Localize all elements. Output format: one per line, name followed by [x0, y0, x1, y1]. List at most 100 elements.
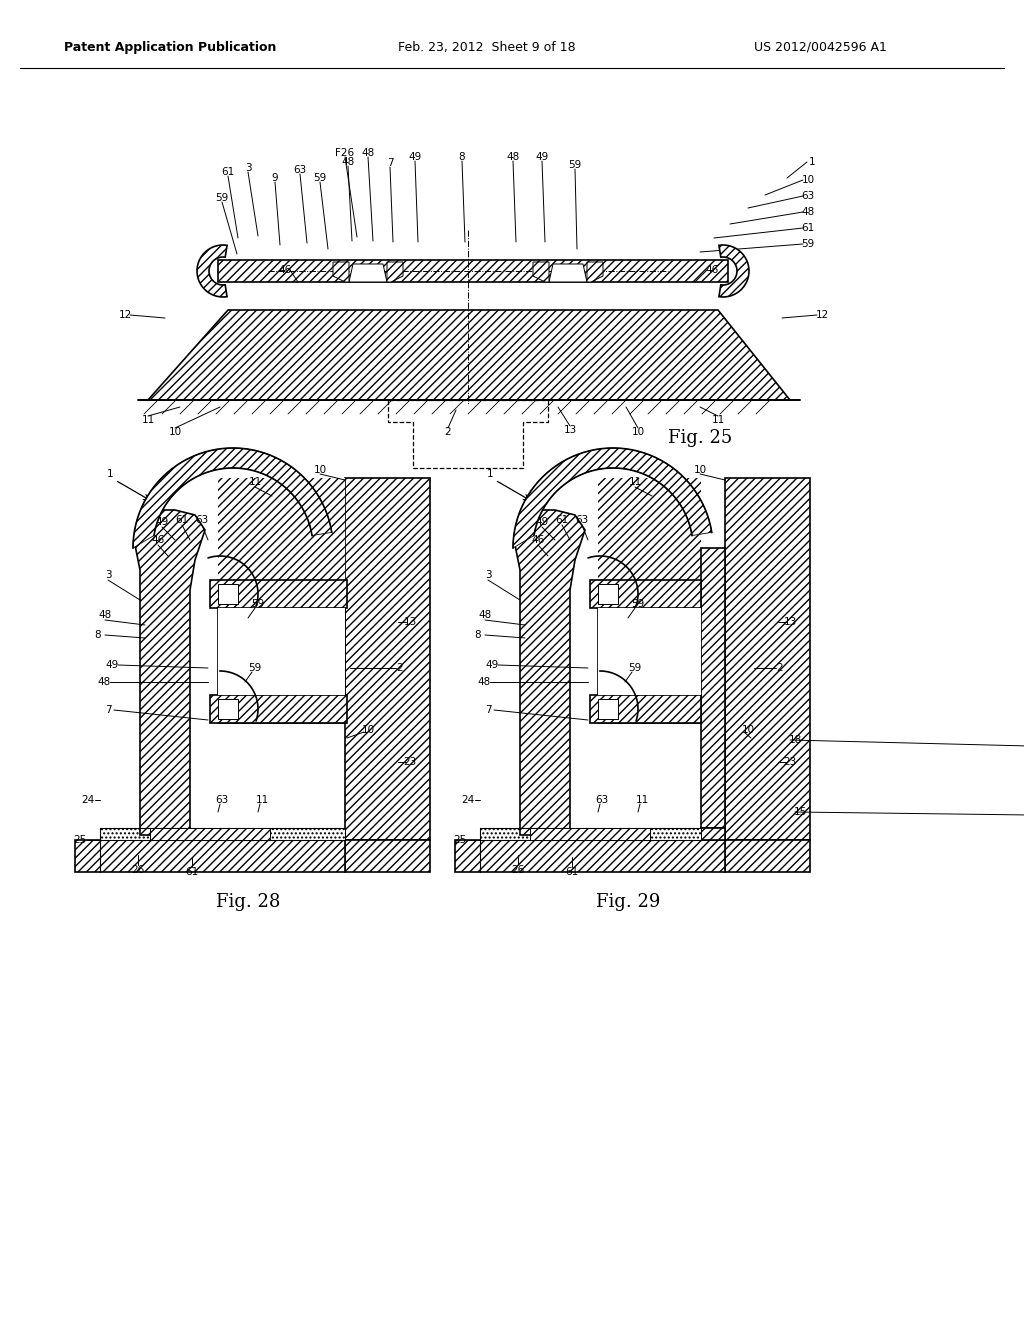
Text: 25: 25	[74, 836, 87, 845]
Text: 59: 59	[802, 239, 815, 249]
Text: Fig. 25: Fig. 25	[668, 429, 732, 447]
Polygon shape	[387, 261, 403, 282]
Text: 10: 10	[693, 465, 707, 475]
Text: 49: 49	[409, 152, 422, 162]
Text: 46: 46	[706, 265, 719, 275]
Text: 8: 8	[459, 152, 465, 162]
Text: 48: 48	[361, 148, 375, 158]
Polygon shape	[480, 828, 701, 840]
Text: 23: 23	[403, 756, 417, 767]
Text: 1: 1	[486, 469, 494, 479]
Text: 63: 63	[575, 515, 589, 525]
Text: 7: 7	[484, 705, 492, 715]
Text: 48: 48	[507, 152, 519, 162]
Text: 63: 63	[595, 795, 608, 805]
Text: 59: 59	[249, 663, 261, 673]
Text: 48: 48	[98, 610, 112, 620]
Text: 9: 9	[271, 173, 279, 183]
Text: 49: 49	[485, 660, 499, 671]
Text: 61: 61	[221, 168, 234, 177]
Bar	[598, 609, 701, 696]
Text: 49: 49	[536, 517, 549, 527]
Text: 63: 63	[802, 191, 815, 201]
Polygon shape	[598, 579, 701, 723]
Polygon shape	[133, 447, 332, 548]
Text: 7: 7	[104, 705, 112, 715]
Polygon shape	[210, 579, 347, 609]
Text: 1: 1	[809, 157, 815, 168]
Polygon shape	[345, 840, 430, 873]
Polygon shape	[719, 246, 749, 297]
Text: 24: 24	[81, 795, 94, 805]
Text: 12: 12	[119, 310, 132, 319]
Text: 3: 3	[104, 570, 112, 579]
Text: 13: 13	[403, 616, 417, 627]
Polygon shape	[75, 840, 345, 873]
Text: 63: 63	[293, 165, 306, 176]
Polygon shape	[210, 696, 347, 723]
Text: 11: 11	[255, 795, 268, 805]
Text: 7: 7	[387, 158, 393, 168]
Polygon shape	[150, 828, 270, 840]
Text: 11: 11	[712, 414, 725, 425]
Polygon shape	[549, 264, 587, 282]
Text: 48: 48	[477, 677, 490, 686]
Text: 12: 12	[815, 310, 828, 319]
Text: 63: 63	[196, 515, 209, 525]
Text: 10: 10	[168, 426, 181, 437]
Polygon shape	[349, 264, 387, 282]
Text: 61: 61	[185, 867, 199, 876]
Text: 8: 8	[475, 630, 481, 640]
Polygon shape	[598, 478, 701, 579]
Text: 10: 10	[632, 426, 644, 437]
Text: 2: 2	[444, 426, 452, 437]
Text: 49: 49	[536, 152, 549, 162]
Text: 25: 25	[454, 836, 467, 845]
Polygon shape	[515, 510, 585, 836]
Text: Patent Application Publication: Patent Application Publication	[63, 41, 276, 54]
Polygon shape	[590, 579, 701, 609]
Text: 26: 26	[131, 865, 144, 875]
Text: 11: 11	[629, 477, 642, 487]
Bar	[218, 609, 345, 696]
Text: 10: 10	[313, 465, 327, 475]
Text: 15: 15	[794, 807, 807, 817]
Polygon shape	[725, 840, 810, 873]
Text: F26: F26	[336, 148, 354, 158]
Text: 10: 10	[741, 725, 755, 735]
Text: 1: 1	[106, 469, 114, 479]
Text: 49: 49	[105, 660, 119, 671]
Text: 59: 59	[251, 599, 264, 609]
Text: 63: 63	[215, 795, 228, 805]
Text: 59: 59	[313, 173, 327, 183]
Polygon shape	[333, 261, 349, 282]
Polygon shape	[587, 261, 603, 282]
Text: 23: 23	[783, 756, 797, 767]
Polygon shape	[345, 478, 430, 840]
Polygon shape	[455, 840, 725, 873]
Text: 11: 11	[249, 477, 261, 487]
Text: 24: 24	[462, 795, 475, 805]
Polygon shape	[218, 583, 238, 605]
Text: 61: 61	[802, 223, 815, 234]
Polygon shape	[197, 246, 227, 297]
Text: 18: 18	[788, 735, 802, 744]
Polygon shape	[100, 828, 345, 840]
Text: 59: 59	[632, 599, 645, 609]
Bar	[218, 260, 728, 282]
Polygon shape	[590, 696, 701, 723]
Text: 10: 10	[361, 725, 375, 735]
Polygon shape	[218, 579, 345, 723]
Polygon shape	[513, 447, 712, 548]
Text: 2: 2	[396, 663, 403, 673]
Text: 46: 46	[531, 535, 545, 545]
Polygon shape	[598, 700, 618, 719]
Text: 11: 11	[141, 414, 155, 425]
Text: 48: 48	[478, 610, 492, 620]
Text: 2: 2	[776, 663, 783, 673]
Polygon shape	[725, 478, 810, 840]
Text: 46: 46	[279, 265, 292, 275]
Polygon shape	[530, 828, 650, 840]
Text: 48: 48	[341, 157, 354, 168]
Polygon shape	[148, 310, 790, 400]
